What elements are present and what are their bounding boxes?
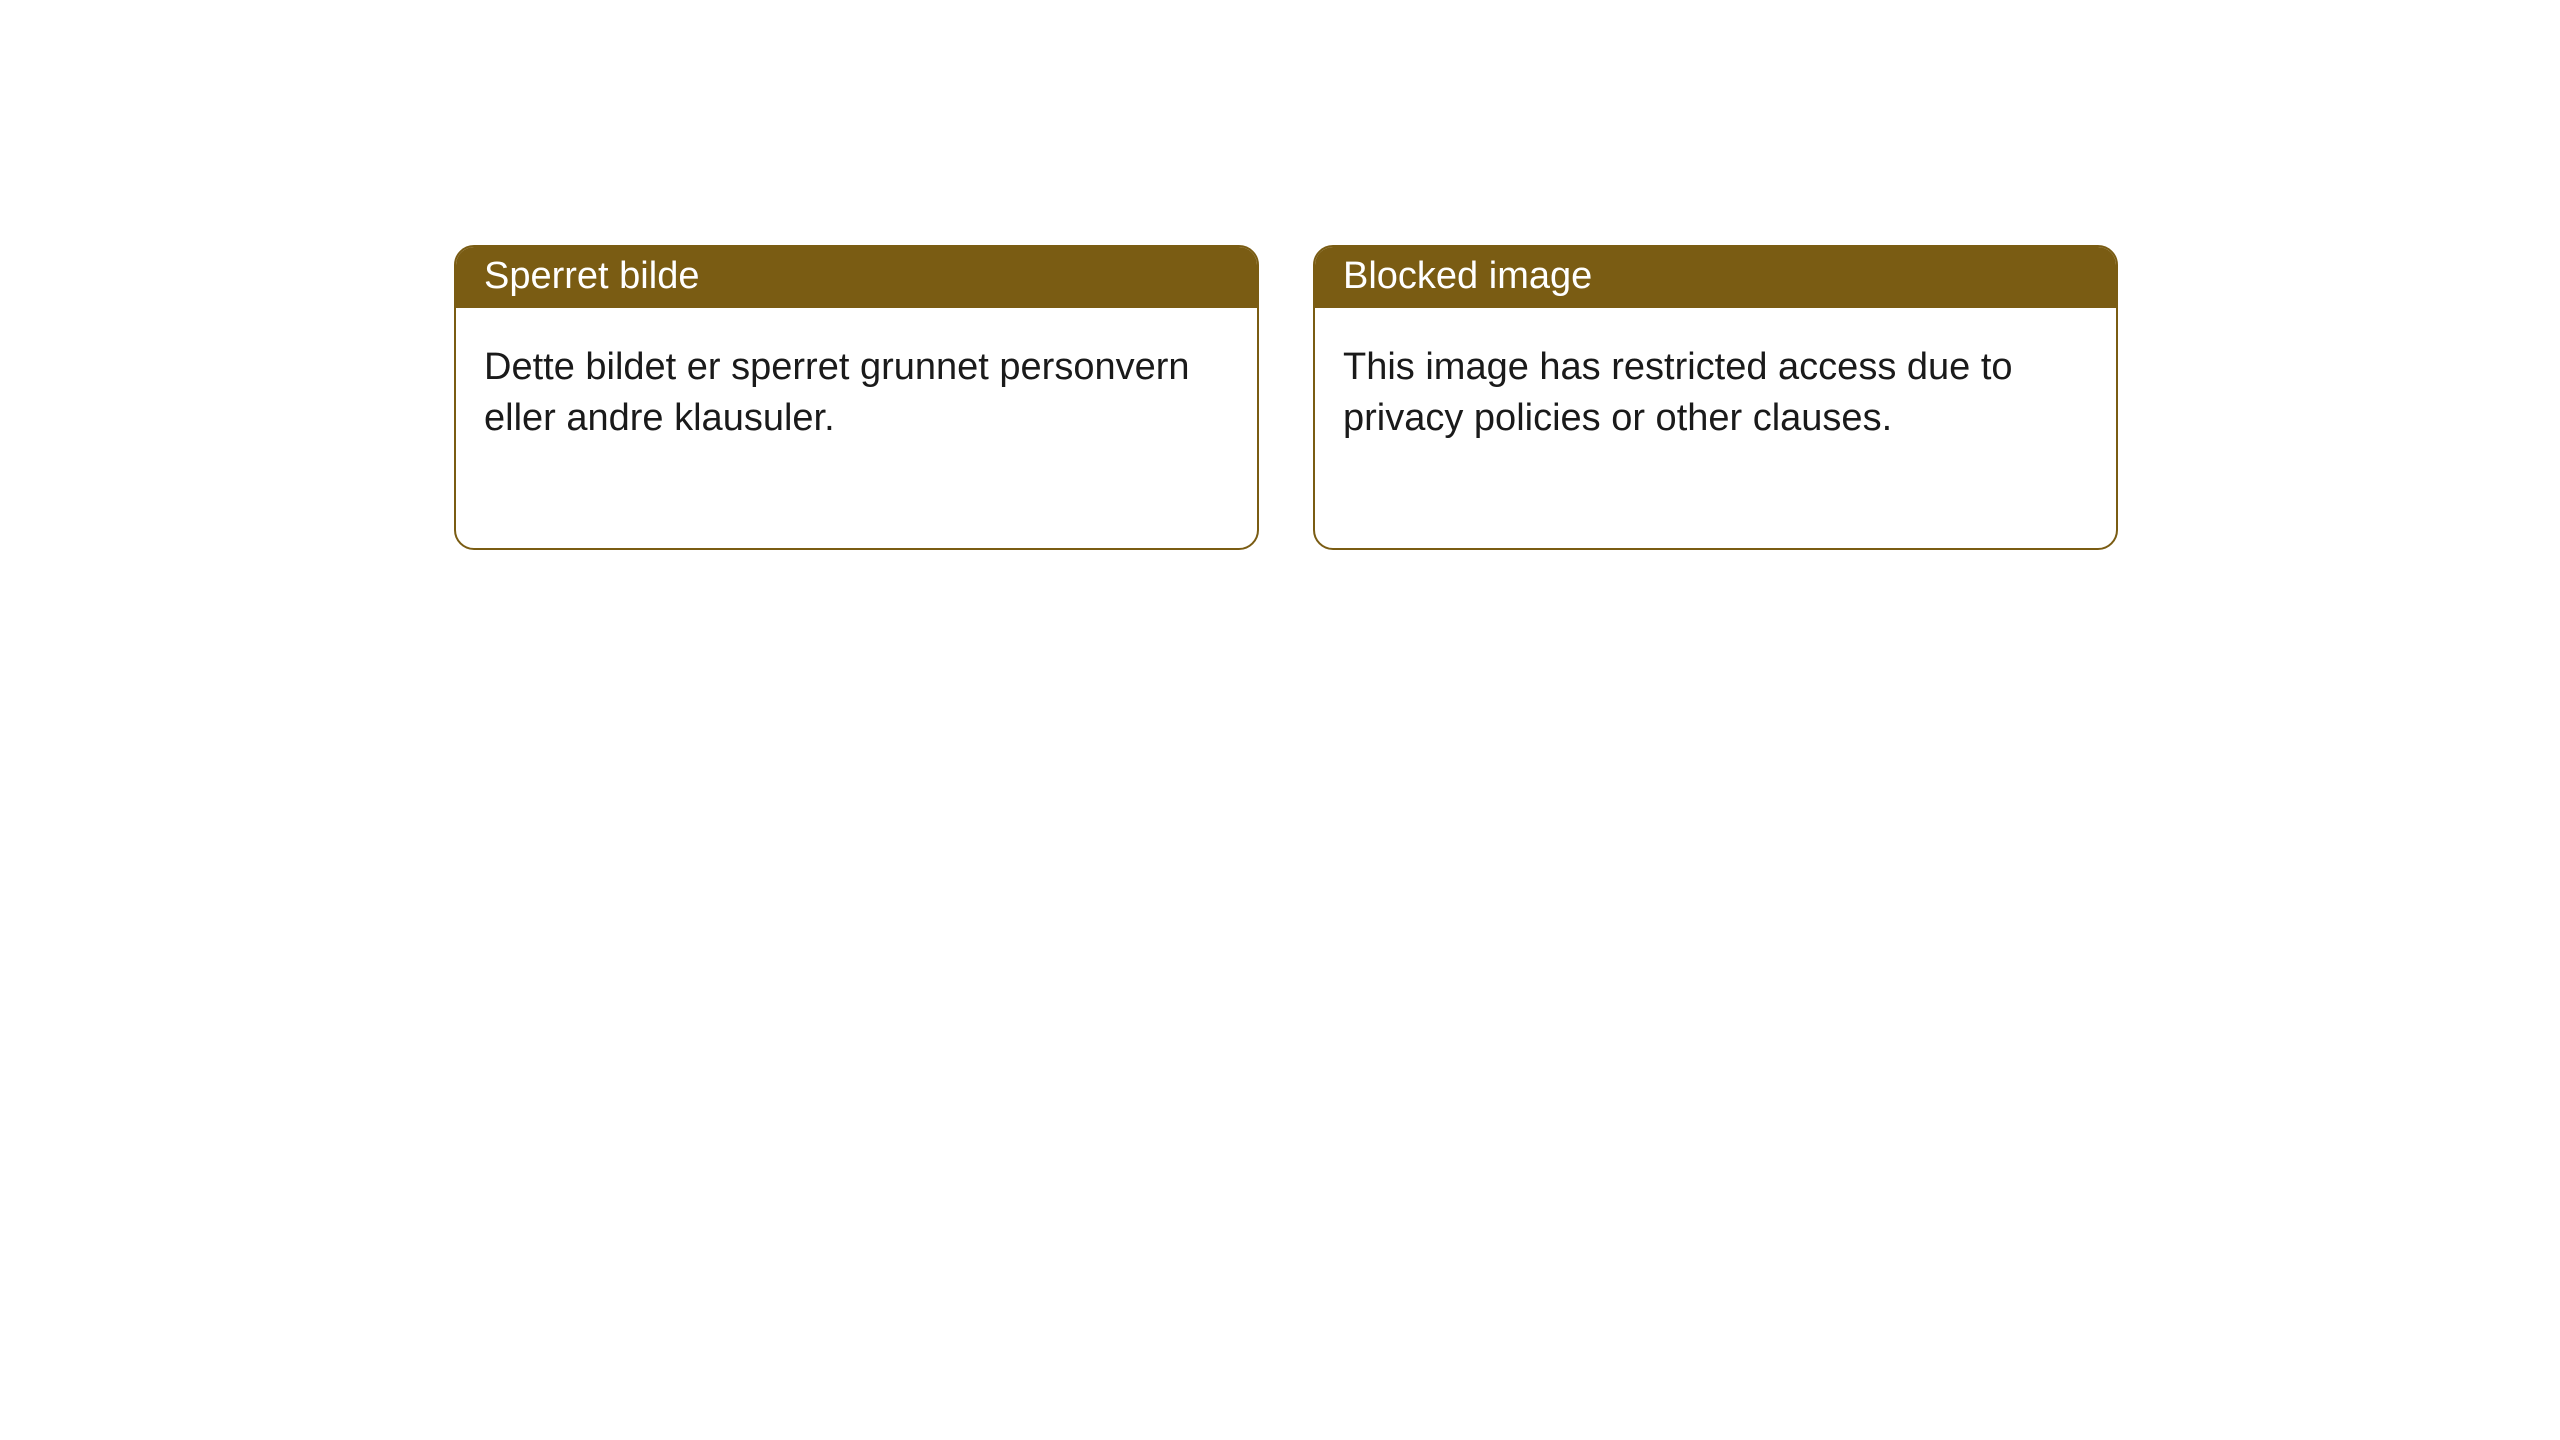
notice-cards-container: Sperret bilde Dette bildet er sperret gr… <box>0 0 2560 550</box>
notice-card-body: Dette bildet er sperret grunnet personve… <box>456 308 1257 548</box>
notice-card-norwegian: Sperret bilde Dette bildet er sperret gr… <box>454 245 1259 550</box>
notice-card-title: Sperret bilde <box>456 247 1257 308</box>
notice-card-body: This image has restricted access due to … <box>1315 308 2116 548</box>
notice-card-title: Blocked image <box>1315 247 2116 308</box>
notice-card-english: Blocked image This image has restricted … <box>1313 245 2118 550</box>
